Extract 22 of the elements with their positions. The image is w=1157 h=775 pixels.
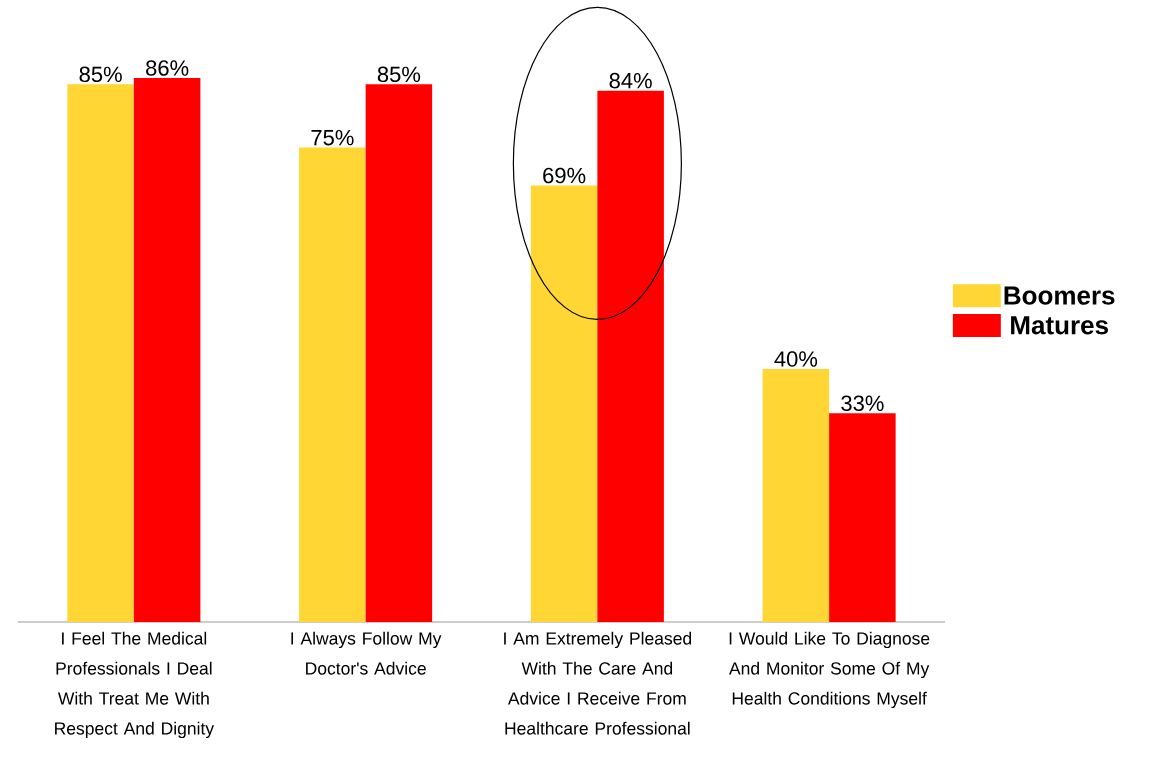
bar <box>530 185 598 622</box>
data-label: 40% <box>774 351 818 367</box>
bar <box>133 77 201 622</box>
legend-label: Boomers <box>1004 286 1115 305</box>
data-label: 85% <box>377 66 421 83</box>
data-label: 33% <box>841 395 884 412</box>
x-tick-label: I Am Extremely Pleased With The Care And Advice I Receive From Healthcare Professional <box>504 631 692 735</box>
bar <box>365 84 433 622</box>
x-tick-label: I Would Like To Diagnose And Monitor Some Of My Health Conditions Myself <box>728 631 930 709</box>
bar <box>299 147 366 622</box>
legend-label: Matures <box>1011 316 1108 335</box>
data-label: 85% <box>79 66 122 83</box>
bar <box>829 413 896 622</box>
data-label: 69% <box>543 167 586 184</box>
data-label: 86% <box>146 60 189 76</box>
x-tick-label: I Feel The Medical Professionals I Deal With Treat Me With Respect And Dignity <box>55 631 215 739</box>
x-tick-label: I Always Follow My Doctor's Advice <box>291 631 442 675</box>
data-label: 75% <box>311 129 354 146</box>
bar <box>597 90 664 622</box>
bar <box>762 368 830 622</box>
bar <box>67 84 134 622</box>
data-label: 84% <box>609 72 652 89</box>
